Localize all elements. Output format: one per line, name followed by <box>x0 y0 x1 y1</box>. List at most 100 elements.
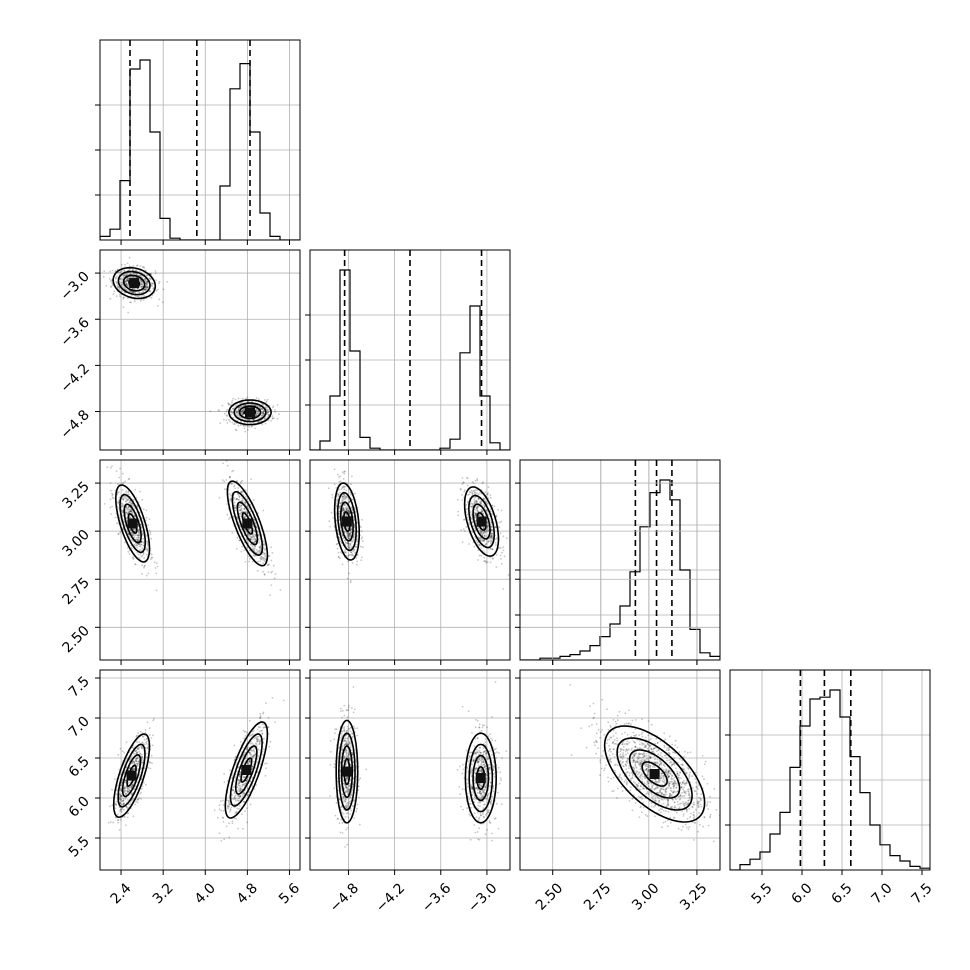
scatter-point <box>136 757 139 760</box>
scatter-point <box>253 545 256 548</box>
scatter-point <box>242 746 244 749</box>
scatter-point <box>127 533 130 535</box>
scatter-point <box>126 787 129 789</box>
scatter-point <box>235 763 237 766</box>
scatter-point <box>250 426 253 428</box>
density-contour <box>121 753 142 798</box>
scatter-point <box>118 768 121 771</box>
scatter-point <box>142 781 145 784</box>
scatter-point <box>136 747 139 750</box>
scatter-point <box>349 543 352 546</box>
scatter-point <box>115 280 118 283</box>
scatter-point <box>116 282 118 285</box>
scatter-point <box>270 546 273 548</box>
scatter-point <box>116 501 119 503</box>
scatter-point <box>265 417 267 420</box>
scatter-point <box>490 536 493 539</box>
scatter-point <box>122 803 125 806</box>
scatter-point <box>338 493 340 496</box>
scatter-point <box>349 544 352 547</box>
scatter-point <box>128 501 131 504</box>
scatter-point <box>347 532 349 535</box>
scatter-point <box>486 530 488 533</box>
scatter-point <box>481 540 483 542</box>
scatter-point <box>143 566 145 569</box>
scatter-point <box>259 712 262 715</box>
scatter-point <box>465 504 468 506</box>
scatter-point <box>232 798 235 800</box>
scatter-point <box>482 532 484 535</box>
scatter-point <box>238 780 241 782</box>
scatter-point <box>340 551 342 554</box>
scatter-point <box>142 552 145 554</box>
scatter-point <box>142 290 145 293</box>
scatter-point <box>258 551 261 554</box>
scatter-point <box>218 804 221 807</box>
scatter-point <box>237 795 240 798</box>
scatter-point <box>114 269 117 272</box>
scatter-point <box>474 502 477 504</box>
scatter-point <box>261 411 264 414</box>
scatter-point <box>246 505 248 507</box>
scatter-point <box>346 555 348 557</box>
scatter-point <box>257 530 259 533</box>
scatter-point <box>237 798 239 800</box>
scatter-point <box>231 421 234 424</box>
scatter-point <box>255 414 257 416</box>
scatter-point <box>268 745 271 748</box>
scatter-point <box>119 747 122 750</box>
scatter-point <box>251 768 254 770</box>
scatter-point <box>474 491 476 494</box>
scatter-point <box>231 822 234 824</box>
scatter-point <box>141 283 143 285</box>
scatter-point <box>111 804 114 807</box>
scatter-point <box>341 495 344 498</box>
scatter-point <box>336 492 339 495</box>
y-tick-label: −4.2 <box>57 361 92 396</box>
scatter-point <box>124 263 126 266</box>
scatter-point <box>360 526 362 529</box>
scatter-point <box>259 546 262 549</box>
scatter-point <box>342 471 344 474</box>
scatter-point <box>343 528 345 530</box>
scatter-point <box>126 547 129 549</box>
scatter-point <box>240 405 243 408</box>
scatter-point <box>139 552 142 555</box>
scatter-point <box>338 512 341 515</box>
scatter-point <box>145 282 148 285</box>
scatter-point <box>246 821 249 824</box>
scatter-point <box>474 499 477 502</box>
scatter-point <box>141 554 144 557</box>
scatter-point <box>258 405 261 408</box>
scatter-point <box>361 536 364 539</box>
density-peak <box>245 407 255 418</box>
scatter-point <box>473 512 476 515</box>
scatter-point <box>264 544 266 546</box>
scatter-point <box>344 498 347 500</box>
scatter-point <box>149 552 152 555</box>
scatter-point <box>109 506 112 509</box>
scatter-point <box>226 422 229 424</box>
scatter-point <box>140 280 143 283</box>
scatter-point <box>149 533 152 536</box>
scatter-point <box>354 510 357 513</box>
scatter-point <box>246 418 249 421</box>
scatter-point <box>124 786 126 789</box>
scatter-point <box>262 414 264 417</box>
scatter-point <box>343 472 346 475</box>
scatter-point <box>121 780 123 783</box>
scatter-point <box>347 534 349 537</box>
scatter-point <box>218 410 221 412</box>
scatter-point <box>146 550 149 552</box>
scatter-point <box>252 534 255 537</box>
scatter-point <box>339 480 342 483</box>
scatter-point <box>132 533 135 535</box>
scatter-point <box>253 755 256 757</box>
scatter-point <box>480 530 483 532</box>
scatter-point <box>237 827 239 830</box>
scatter-point <box>484 491 487 493</box>
scatter-point <box>241 401 243 404</box>
scatter-point <box>133 543 136 546</box>
scatter-point <box>243 792 246 794</box>
scatter-point <box>241 784 244 786</box>
